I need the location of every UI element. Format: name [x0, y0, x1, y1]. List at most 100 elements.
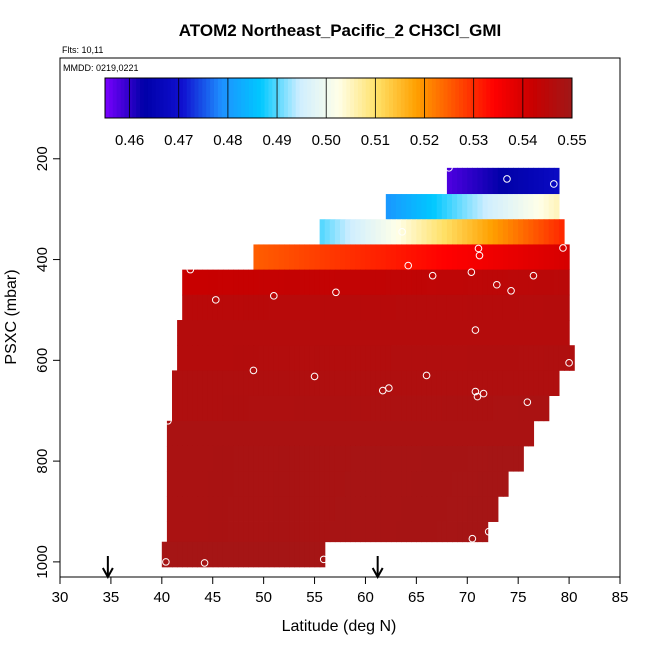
curtain-cell: [426, 445, 433, 472]
curtain-cell: [233, 269, 239, 296]
x-tick-label: 55: [306, 589, 323, 606]
colorbar-segment: [439, 78, 445, 118]
curtain-cell: [492, 244, 499, 271]
curtain-cell: [375, 395, 382, 422]
x-tick-label: 60: [357, 589, 374, 606]
curtain-cell: [177, 471, 183, 497]
curtain-cell: [238, 294, 244, 321]
curtain-cell: [329, 244, 336, 271]
curtain-cell: [182, 345, 188, 371]
curtain-cell: [172, 370, 178, 397]
curtain-cell: [390, 294, 397, 321]
colorbar-segment: [455, 78, 460, 118]
curtain-cell: [355, 471, 361, 497]
curtain-cell: [416, 496, 423, 522]
curtain-cell: [248, 496, 255, 522]
curtain-cell: [355, 445, 361, 472]
colorbar-segment: [424, 78, 429, 118]
curtain-cell: [406, 345, 412, 371]
curtain-cell: [497, 420, 504, 447]
curtain-cell: [416, 370, 423, 397]
curtain-cell: [187, 345, 193, 371]
curtain-cell: [212, 521, 219, 543]
curtain-cell: [284, 541, 290, 568]
colorbar-segment: [556, 78, 561, 118]
curtain-cell: [564, 244, 570, 271]
curtain-cell: [177, 420, 183, 447]
colorbar-segment: [233, 78, 238, 118]
curtain-cell: [385, 345, 392, 371]
curtain-cell: [304, 521, 311, 543]
colorbar-segment: [564, 78, 569, 118]
curtain-cell: [477, 420, 484, 447]
colorbar-segment: [396, 78, 402, 118]
curtain-cell: [477, 521, 484, 543]
colorbar-segment: [447, 78, 452, 118]
curtain-cell: [248, 345, 255, 371]
curtain-cell: [319, 345, 326, 371]
curtain-cell: [390, 370, 397, 397]
curtain-cell: [543, 269, 550, 296]
curtain-cell: [314, 420, 321, 447]
curtain-cell: [365, 370, 372, 397]
curtain-cell: [370, 395, 377, 422]
curtain-cell: [222, 320, 229, 346]
colorbar-segment: [303, 78, 308, 118]
curtain-cell: [523, 219, 529, 245]
curtain-cell: [304, 471, 311, 497]
curtain-cell: [467, 521, 473, 543]
curtain-cell: [396, 269, 402, 296]
curtain-cell: [177, 496, 183, 522]
curtain-cell: [553, 269, 560, 296]
curtain-cell: [472, 219, 479, 245]
curtain-cell: [166, 541, 173, 568]
colorbar-segment: [459, 78, 464, 118]
colorbar-tick-label: 0.49: [262, 132, 291, 149]
curtain-cell: [441, 269, 448, 296]
curtain-cell: [212, 320, 219, 346]
curtain-cell: [324, 395, 331, 422]
curtain-cell: [187, 521, 193, 543]
curtain-cell: [217, 541, 224, 568]
curtain-cell: [222, 370, 229, 397]
curtain-cell: [502, 395, 509, 422]
curtain-cell: [248, 471, 255, 497]
colorbar-segment: [151, 78, 157, 118]
curtain-cell: [487, 395, 494, 422]
curtain-cell: [441, 345, 448, 371]
curtain-cell: [294, 521, 300, 543]
colorbar-segment: [361, 78, 367, 118]
curtain-cell: [431, 345, 438, 371]
curtain-cell: [421, 320, 428, 346]
curtain-cell: [508, 167, 514, 195]
curtain-cell: [385, 320, 392, 346]
curtain-cell: [370, 420, 377, 447]
curtain-cell: [289, 294, 295, 321]
curtain-cell: [492, 219, 499, 245]
sample-point: [471, 326, 480, 334]
sample-point: [467, 268, 476, 276]
curtain-cell: [217, 496, 224, 522]
curtain-cell: [253, 541, 260, 568]
curtain-cell: [350, 521, 356, 543]
curtain-cell: [462, 471, 468, 497]
curtain-cell: [370, 471, 377, 497]
curtain-cell: [238, 445, 244, 472]
curtain-cell: [380, 320, 387, 346]
colorbar-segment: [272, 78, 277, 118]
curtain-cell: [497, 194, 504, 220]
curtain-cell: [452, 244, 458, 271]
curtain-cell: [558, 269, 565, 296]
location-arrow: [371, 556, 384, 580]
curtain-cell: [258, 244, 265, 271]
colorbar-tick-label: 0.53: [459, 132, 488, 149]
curtain-cell: [406, 521, 412, 543]
curtain-cell: [268, 395, 275, 422]
curtain-cell: [177, 541, 183, 568]
curtain-cell: [263, 345, 270, 371]
curtain-cell: [355, 521, 361, 543]
curtain-cell: [452, 395, 458, 422]
curtain-cell: [192, 420, 199, 447]
curtain-cell: [528, 420, 535, 447]
